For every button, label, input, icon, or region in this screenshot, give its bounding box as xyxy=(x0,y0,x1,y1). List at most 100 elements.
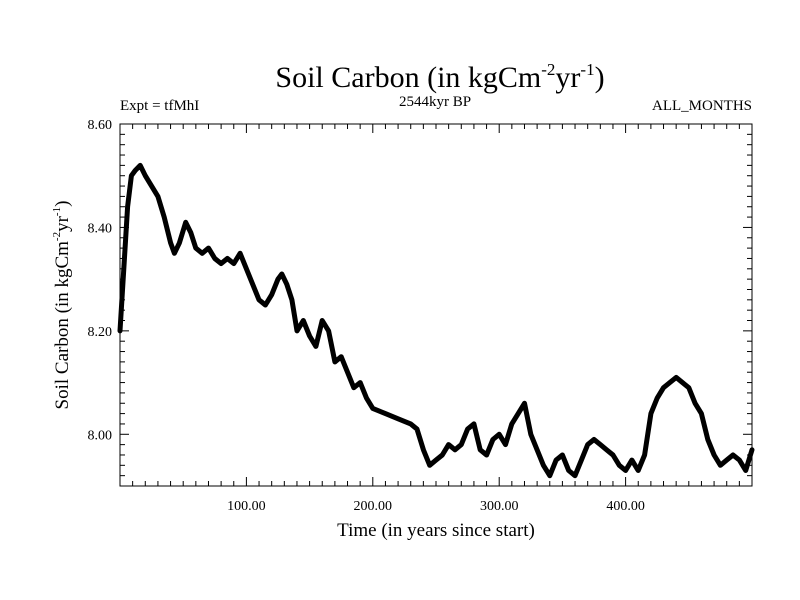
data-point xyxy=(195,247,197,249)
x-tick-label: 200.00 xyxy=(354,499,393,514)
data-point xyxy=(173,252,176,255)
data-point xyxy=(612,454,614,456)
data-point xyxy=(536,449,538,451)
y-axis: 8.00 8.20 8.40 8.60 xyxy=(88,118,752,477)
data-point xyxy=(700,412,703,415)
data-point xyxy=(286,283,288,286)
data-point xyxy=(416,428,418,430)
data-point xyxy=(517,412,519,415)
data-point xyxy=(593,438,595,441)
expt-label: Expt = tfMhI xyxy=(120,98,199,114)
period-label: 2544kyr BP xyxy=(399,94,471,110)
data-point xyxy=(144,174,147,177)
data-point xyxy=(706,438,709,441)
data-point xyxy=(637,469,640,472)
data-point xyxy=(280,273,283,275)
data-point xyxy=(264,304,267,306)
data-point xyxy=(150,185,153,187)
data-point xyxy=(530,433,532,436)
data-point xyxy=(340,355,343,358)
data-point xyxy=(732,454,734,456)
data-point xyxy=(492,438,494,441)
data-point xyxy=(251,283,254,286)
data-point xyxy=(599,443,602,446)
data-point xyxy=(555,459,557,461)
data-point xyxy=(605,449,608,451)
y-tick-label: 8.00 xyxy=(88,428,113,443)
data-point xyxy=(669,381,671,384)
data-point xyxy=(511,423,513,425)
data-point xyxy=(226,257,229,260)
y-axis-label: Soil Carbon (in kgCm-2yr-1) xyxy=(51,201,73,410)
data-point xyxy=(327,330,330,332)
series-layer xyxy=(117,162,755,479)
data-point xyxy=(277,278,279,280)
data-point xyxy=(346,371,349,374)
data-point xyxy=(308,335,311,337)
data-point xyxy=(624,469,627,472)
y-tick-label: 8.60 xyxy=(88,118,113,133)
data-point xyxy=(126,205,129,208)
data-point xyxy=(441,454,444,456)
data-point xyxy=(586,443,589,446)
data-point xyxy=(738,459,741,461)
data-point xyxy=(473,423,475,425)
x-axis-label: Time (in years since start) xyxy=(337,520,535,541)
data-point xyxy=(428,464,431,467)
data-point xyxy=(694,402,696,405)
chart-title: Soil Carbon (in kgCm-2yr-1) xyxy=(275,60,604,94)
months-label: ALL_MONTHS xyxy=(652,98,752,114)
data-point xyxy=(139,164,142,167)
data-point xyxy=(498,433,501,436)
data-point xyxy=(258,299,260,301)
data-point xyxy=(365,397,368,399)
data-point xyxy=(650,412,652,415)
data-point xyxy=(169,242,172,244)
data-point xyxy=(561,454,564,456)
data-point xyxy=(744,469,747,472)
data-point xyxy=(178,242,181,244)
data-point xyxy=(184,221,187,224)
data-point xyxy=(291,299,293,301)
data-point xyxy=(353,386,355,389)
data-point xyxy=(163,216,166,218)
data-point xyxy=(479,449,482,451)
data-point xyxy=(134,169,136,172)
data-point xyxy=(548,474,551,477)
data-point xyxy=(580,459,583,461)
data-point xyxy=(460,443,463,446)
data-point xyxy=(751,449,753,451)
data-point xyxy=(675,376,677,379)
data-point xyxy=(321,319,324,322)
data-point xyxy=(270,293,273,296)
data-point xyxy=(296,330,298,332)
data-point xyxy=(447,443,450,446)
data-point xyxy=(119,330,121,332)
data-point xyxy=(643,454,646,456)
data-point xyxy=(523,402,526,405)
plot-frame xyxy=(119,123,753,487)
data-point xyxy=(245,268,248,270)
data-point xyxy=(359,381,361,384)
data-point xyxy=(207,247,210,249)
data-point xyxy=(397,417,399,420)
data-point xyxy=(409,423,412,425)
data-point xyxy=(232,262,235,265)
data-point xyxy=(567,469,570,472)
data-point xyxy=(214,257,216,260)
data-point xyxy=(662,386,665,389)
x-tick-label: 300.00 xyxy=(480,499,519,514)
data-point xyxy=(201,252,203,255)
data-point xyxy=(189,231,192,234)
data-point xyxy=(454,449,456,451)
data-point xyxy=(725,459,728,461)
data-point xyxy=(372,407,374,410)
data-point xyxy=(631,459,633,461)
data-point xyxy=(220,262,222,265)
data-point xyxy=(574,474,576,477)
data-point xyxy=(239,252,241,255)
series-line xyxy=(117,162,755,479)
data-point xyxy=(485,454,488,456)
x-axis: 100.00 200.00 300.00 400.00 xyxy=(132,124,740,514)
